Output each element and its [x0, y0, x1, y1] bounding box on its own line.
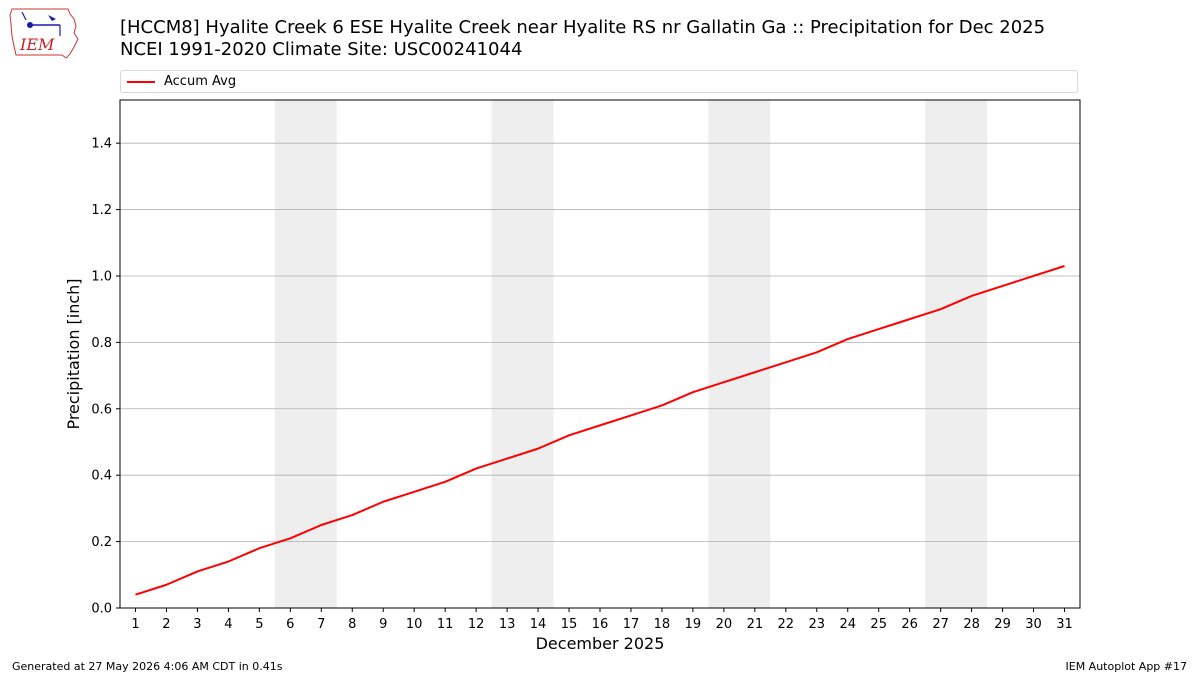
x-tick-label: 13: [499, 617, 516, 632]
axis-ticks: 0.00.20.40.60.81.01.21.41 2 3 4 5 6 7 8 9 10 11 12 1…: [91, 137, 1072, 632]
x-axis-label: December 2025: [536, 634, 665, 653]
x-tick-label: 23: [809, 617, 826, 632]
logo-text: IEM: [19, 35, 55, 54]
series-lines: [135, 265, 1065, 596]
iowa-state-outline: [9, 8, 79, 59]
x-tick-label: 5: [255, 617, 263, 632]
x-tick-label: 25: [870, 617, 887, 632]
y-tick-label: 1.2: [91, 203, 112, 218]
chart-subtitle: NCEI 1991-2020 Climate Site: USC00241044: [120, 39, 523, 60]
weekend-shading: [274, 100, 988, 608]
x-tick-label: 14: [530, 617, 547, 632]
y-tick-label: 1.4: [91, 137, 112, 152]
x-tick-label: 17: [623, 617, 640, 632]
x-tick-label: 12: [468, 617, 485, 632]
y-tick-label: 0.2: [91, 535, 112, 550]
x-tick-label: 24: [839, 617, 856, 632]
y-tick-label: 1.0: [91, 269, 112, 284]
x-tick-label: 28: [963, 617, 980, 632]
x-tick-label: 1: [131, 617, 139, 632]
iem-logo: IEM: [9, 8, 79, 59]
x-tick-label: 7: [317, 617, 325, 632]
x-tick-label: 19: [685, 617, 702, 632]
x-tick-label: 30: [1025, 617, 1042, 632]
x-tick-label: 9: [379, 617, 387, 632]
weekend-band: [491, 100, 554, 608]
chart-legend: Accum Avg: [120, 70, 1078, 93]
y-tick-label: 0.0: [91, 602, 112, 617]
x-tick-label: 11: [437, 617, 454, 632]
generated-timestamp: Generated at 27 May 2026 4:06 AM CDT in …: [12, 660, 283, 673]
x-tick-label: 20: [716, 617, 733, 632]
x-tick-label: 27: [932, 617, 949, 632]
x-tick-label: 31: [1056, 617, 1073, 632]
chart-title: [HCCM8] Hyalite Creek 6 ESE Hyalite Cree…: [120, 17, 1046, 38]
x-tick-label: 26: [901, 617, 918, 632]
x-tick-label: 8: [348, 617, 356, 632]
y-axis-label: Precipitation [inch]: [64, 278, 83, 429]
x-tick-label: 3: [193, 617, 201, 632]
x-tick-label: 2: [162, 617, 170, 632]
y-tick-label: 0.8: [91, 336, 112, 351]
weekend-band: [708, 100, 771, 608]
x-tick-label: 10: [406, 617, 423, 632]
x-tick-label: 4: [224, 617, 232, 632]
legend-swatch-accum-avg: [127, 81, 155, 83]
series-line-accum-avg: [135, 265, 1065, 596]
x-tick-label: 16: [592, 617, 609, 632]
x-tick-label: 6: [286, 617, 294, 632]
app-credit: IEM Autoplot App #17: [1065, 660, 1188, 673]
weekend-band: [925, 100, 988, 608]
x-tick-label: 29: [994, 617, 1011, 632]
x-tick-label: 22: [778, 617, 795, 632]
legend-label-accum-avg: Accum Avg: [164, 74, 237, 89]
x-tick-label: 21: [747, 617, 764, 632]
x-tick-label: 15: [561, 617, 578, 632]
x-tick-label: 18: [654, 617, 671, 632]
y-tick-label: 0.6: [91, 402, 112, 417]
y-tick-label: 0.4: [91, 469, 112, 484]
